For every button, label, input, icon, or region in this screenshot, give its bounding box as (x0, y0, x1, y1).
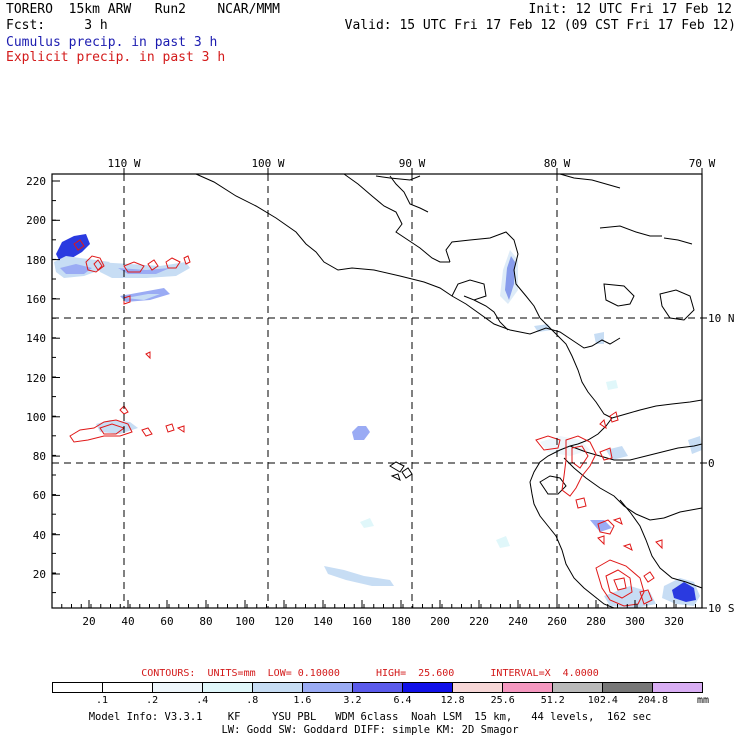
lon-label-90w: 90 W (399, 157, 426, 170)
x-tick: 320 (664, 615, 684, 628)
x-tick: 120 (274, 615, 294, 628)
colorbar-label: 12.8 (440, 695, 465, 706)
x-tick: 240 (508, 615, 528, 628)
x-tick: 80 (199, 615, 212, 628)
longitude-labels: 110 W 100 W 90 W 80 W 70 W (107, 157, 715, 170)
x-tick: 20 (82, 615, 95, 628)
y-tick: 200 (26, 214, 46, 227)
colorbar-swatch (653, 683, 702, 692)
colorbar-swatch (53, 683, 103, 692)
model-info-line2: LW: Godd SW: Goddard DIFF: simple KM: 2D… (221, 724, 519, 736)
colorbar-swatch (153, 683, 203, 692)
colorbar-swatch (353, 683, 403, 692)
y-tick: 100 (26, 411, 46, 424)
x-tick: 100 (235, 615, 255, 628)
y-tick: 140 (26, 332, 46, 345)
colorbar-label: 3.2 (343, 695, 362, 706)
contour-info: CONTOURS: UNITS=mm LOW= 0.10000 HIGH= 25… (141, 668, 599, 679)
colorbar-swatch (303, 683, 353, 692)
explicit-precip-legend: Explicit precip. in past 3 h (6, 50, 226, 65)
model-info-line1: Model Info: V3.3.1 KF YSU PBL WDM 6class… (88, 711, 652, 723)
init-time: Init: 12 UTC Fri 17 Feb 12 (528, 2, 733, 17)
x-tick: 180 (391, 615, 411, 628)
colorbar-label: .2 (146, 695, 159, 706)
lat-lon-grid (52, 174, 702, 608)
colorbar-unit: mm (697, 695, 710, 706)
coastlines (195, 173, 703, 609)
y-tick: 60 (33, 489, 46, 502)
lon-label-100w: 100 W (251, 157, 284, 170)
colorbar-label: .4 (196, 695, 209, 706)
lat-label-0: 0 (708, 457, 715, 470)
latitude-labels: 10 N 0 10 S (708, 312, 735, 615)
colorbar-swatch (603, 683, 653, 692)
y-tick: 20 (33, 568, 46, 581)
colorbar-label: .1 (96, 695, 109, 706)
colorbar-swatch (103, 683, 153, 692)
colorbar-swatch (203, 683, 253, 692)
lat-label-10n: 10 N (708, 312, 735, 325)
lon-label-70w: 70 W (689, 157, 716, 170)
lat-label-10s: 10 S (708, 602, 735, 615)
cumulus-precip-legend: Cumulus precip. in past 3 h (6, 35, 218, 50)
map-frame (51, 173, 703, 609)
x-tick: 60 (160, 615, 173, 628)
colorbar-label: .8 (246, 695, 259, 706)
y-tick: 160 (26, 293, 46, 306)
x-tick: 260 (547, 615, 567, 628)
colorbar-swatch (253, 683, 303, 692)
x-tick: 160 (352, 615, 372, 628)
colorbar-swatch (453, 683, 503, 692)
x-tick: 200 (430, 615, 450, 628)
colorbar-swatch (503, 683, 553, 692)
y-tick: 120 (26, 372, 46, 385)
colorbar-label: 1.6 (293, 695, 312, 706)
lon-label-110w: 110 W (107, 157, 140, 170)
valid-time: Valid: 15 UTC Fri 17 Feb 12 (09 CST Fri … (344, 18, 736, 33)
run-title: TORERO 15km ARW Run2 NCAR/MMM (6, 2, 280, 17)
colorbar-label: 51.2 (540, 695, 565, 706)
forecast-hour: Fcst: 3 h (6, 18, 108, 33)
colorbar-swatch (553, 683, 603, 692)
explicit-precip-contours (69, 239, 663, 607)
x-tick: 220 (469, 615, 489, 628)
y-tick: 220 (26, 175, 46, 188)
colorbar-label: 25.6 (490, 695, 515, 706)
axis-tick-marks (51, 168, 707, 609)
x-tick: 300 (625, 615, 645, 628)
colorbar-label: 204.8 (637, 695, 668, 706)
colorbar-label: 6.4 (393, 695, 412, 706)
x-tick: 140 (313, 615, 333, 628)
x-index-labels: 20 40 60 80 100 120 140 160 180 200 220 … (82, 615, 684, 628)
colorbar-swatch (403, 683, 453, 692)
y-tick: 80 (33, 450, 46, 463)
precip-colorbar (52, 682, 703, 693)
colorbar-label: 102.4 (587, 695, 618, 706)
lon-label-80w: 80 W (544, 157, 571, 170)
x-tick: 40 (121, 615, 134, 628)
y-tick: 40 (33, 529, 46, 542)
y-index-labels: 220 200 180 160 140 120 100 80 60 40 20 (26, 175, 46, 581)
x-tick: 280 (586, 615, 606, 628)
y-tick: 180 (26, 254, 46, 267)
